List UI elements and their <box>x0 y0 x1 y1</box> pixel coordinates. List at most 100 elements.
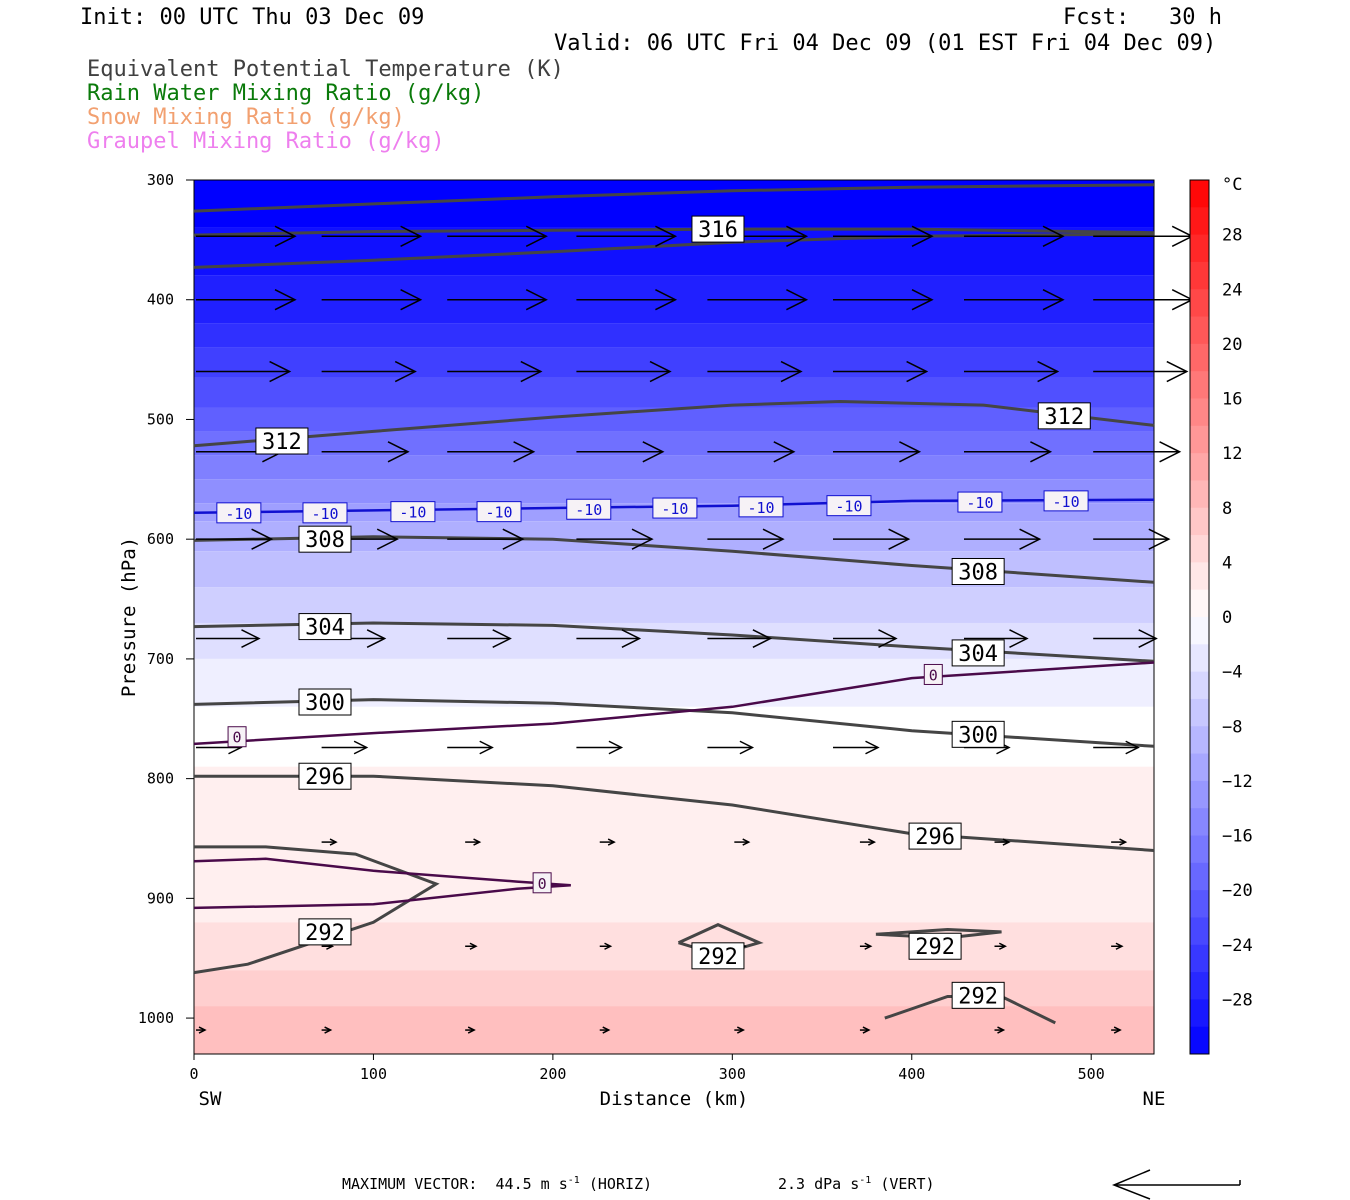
temperature-band <box>194 455 1154 480</box>
theta-e-label-box <box>691 215 745 243</box>
max-vector-vert: 2.3 dPa s-1 (VERT) <box>778 1175 935 1193</box>
wind-vector-head <box>1009 629 1029 648</box>
wind-vector-head <box>1138 629 1158 648</box>
wind-vector-head <box>513 441 536 463</box>
colorbar-tick-label: −8 <box>1222 717 1242 737</box>
theta-e-label-box <box>951 981 1005 1009</box>
wind-vector-head <box>520 360 543 383</box>
colorbar-segment <box>1190 207 1209 236</box>
wind-vector-head <box>655 289 678 311</box>
x-tick-label: 400 <box>898 1065 925 1083</box>
colorbar-segment <box>1190 261 1209 290</box>
wind-vector-head <box>1002 838 1011 846</box>
theta-e-label: 316 <box>698 218 738 243</box>
colorbar-segment <box>1190 589 1209 618</box>
colorbar-segment <box>1190 835 1209 864</box>
colorbar-segment <box>1190 453 1209 481</box>
theta-e-label: 300 <box>305 691 345 716</box>
colorbar-tick-label: −20 <box>1222 881 1253 901</box>
isotherm-label-box <box>923 663 943 685</box>
wind-vector-head <box>274 289 297 311</box>
wind-vector-head <box>888 528 911 550</box>
colorbar-segment <box>1190 480 1209 509</box>
temperature-band <box>194 551 1154 588</box>
temperature-band <box>194 1006 1154 1054</box>
wind-vector-head <box>878 629 898 648</box>
colorbar-tick-label: 4 <box>1222 553 1232 573</box>
theta-e-label-box <box>298 613 352 641</box>
theta-e-contour <box>193 399 1155 448</box>
wind-vector-head <box>911 289 934 311</box>
colorbar-segment <box>1190 972 1209 1000</box>
wind-vector-head <box>864 942 873 950</box>
wind-vector-head <box>387 441 410 463</box>
vert-suffix: (VERT) <box>871 1175 935 1193</box>
wind-vector-head <box>604 942 613 950</box>
wind-vector-head <box>1042 289 1065 311</box>
theta-e-label-box <box>951 558 1005 586</box>
temperature-band <box>194 323 1154 348</box>
colorbar-segment <box>1190 890 1209 918</box>
colorbar-segment <box>1190 753 1209 782</box>
colorbar-tick-label: 20 <box>1222 335 1242 355</box>
y-tick-label: 600 <box>147 530 174 548</box>
wind-vector-head <box>241 629 261 648</box>
colorbar-segment <box>1190 780 1209 809</box>
isotherm-label-box <box>390 501 436 523</box>
wind-vector-head <box>400 289 423 311</box>
theta-e-contour <box>193 183 1155 213</box>
vert-value: 2.3 dPa s <box>778 1175 860 1193</box>
isotherm-label: 0 <box>929 666 938 684</box>
isotherm-label: -10 <box>747 499 774 517</box>
isotherm-label: -10 <box>225 505 252 523</box>
x-tick-label: 300 <box>719 1065 746 1083</box>
temperature-band <box>194 766 1154 923</box>
colorbar-segment <box>1190 234 1209 263</box>
wind-vector-head <box>742 838 751 846</box>
colorbar-unit: °C <box>1222 175 1242 195</box>
colorbar-segment <box>1190 425 1209 454</box>
wind-vector-head <box>906 360 929 383</box>
wind-vector-head <box>911 225 934 247</box>
colorbar-segment <box>1190 726 1209 755</box>
colorbar-segment <box>1190 917 1209 946</box>
isotherm-label-box <box>302 502 348 524</box>
wind-vector-head <box>998 942 1007 950</box>
temperature-band <box>194 407 1154 432</box>
temperature-band <box>194 347 1154 378</box>
theta-e-label: 304 <box>305 616 345 641</box>
colorbar-segment <box>1190 507 1209 536</box>
isotherm-label: -10 <box>661 500 688 518</box>
wind-vector-head <box>353 740 369 755</box>
wind-vector-head <box>631 528 654 550</box>
theta-e-label-box <box>951 639 1005 667</box>
wind-vector-head <box>525 289 548 311</box>
wind-vector-head <box>642 441 665 463</box>
wind-vector-head <box>269 360 292 383</box>
wind-vector-head <box>739 740 755 755</box>
x-tick-label: 500 <box>1078 1065 1105 1083</box>
wind-vector-head <box>862 1026 871 1034</box>
wind-vector-head <box>324 1026 333 1034</box>
theta-e-label: 312 <box>1044 405 1084 430</box>
wind-vector-head <box>655 225 678 247</box>
colorbar-tick-label: −4 <box>1222 663 1242 683</box>
x-axis-label: Distance (km) <box>600 1088 749 1110</box>
theta-e-label: 304 <box>958 642 998 667</box>
colorbar-segment <box>1190 371 1209 399</box>
temperature-band <box>194 377 1154 408</box>
colorbar-tick-label: 28 <box>1222 226 1242 246</box>
wind-vector-head <box>329 838 338 846</box>
wind-vector-head <box>525 225 548 247</box>
x-tick-label: 100 <box>360 1065 387 1083</box>
chart-header: Init: 00 UTC Thu 03 Dec 09 Fcst: 30 h Va… <box>0 0 1350 165</box>
wind-vector-head <box>752 629 773 648</box>
y-tick-label: 400 <box>147 291 174 309</box>
isotherm-label: -10 <box>485 504 512 522</box>
theta-e-label: 308 <box>958 561 998 586</box>
theta-e-label: 296 <box>915 825 955 850</box>
colorbar-segment <box>1190 617 1209 645</box>
isotherm-label-box <box>1043 490 1089 512</box>
wind-vector-head <box>1030 441 1053 463</box>
isotherm-label: 0 <box>233 729 242 747</box>
